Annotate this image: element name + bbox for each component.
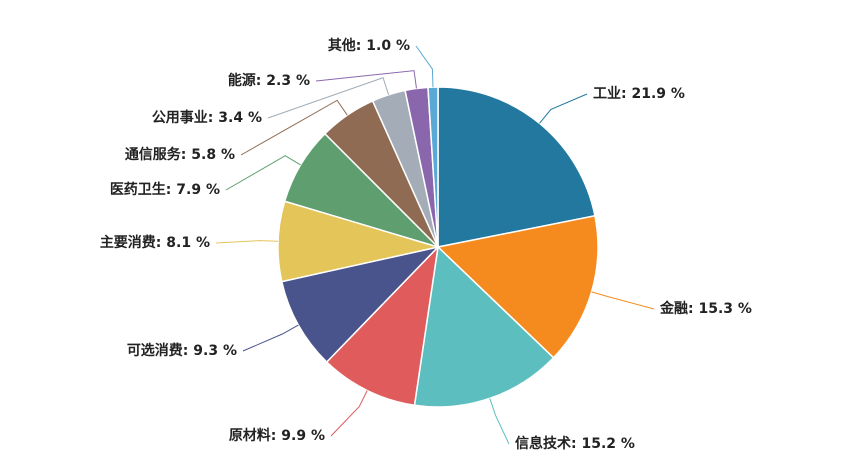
data-label: 医药卫生: 7.9 % xyxy=(110,181,220,198)
data-label: 可选消费: 9.3 % xyxy=(127,342,237,359)
pie-slice xyxy=(437,86,596,248)
data-label: 金融: 15.3 % xyxy=(659,300,752,317)
leader-line xyxy=(415,45,434,88)
data-label: 能源: 2.3 % xyxy=(228,72,310,89)
leader-line xyxy=(539,93,588,124)
leader-line xyxy=(489,398,510,445)
leader-line xyxy=(215,240,279,244)
data-label: 通信服务: 5.8 % xyxy=(125,146,235,163)
data-label: 原材料: 9.9 % xyxy=(229,427,325,444)
leader-line xyxy=(267,77,390,119)
data-label: 主要消费: 8.1 % xyxy=(100,234,210,251)
pie-slice xyxy=(325,244,440,407)
pie-slice xyxy=(427,86,439,248)
leader-line xyxy=(242,324,299,352)
leader-line xyxy=(330,390,368,437)
data-label: 公用事业: 3.4 % xyxy=(152,109,262,126)
pie-slice xyxy=(413,245,555,408)
pie-slice xyxy=(436,214,599,359)
leader-line xyxy=(225,155,301,191)
data-label: 其他: 1.0 % xyxy=(328,37,410,54)
leader-line xyxy=(315,70,417,89)
leader-line xyxy=(591,291,655,310)
pie-slice xyxy=(280,245,441,364)
leader-line xyxy=(240,99,348,156)
data-label: 工业: 21.9 % xyxy=(593,86,685,102)
data-label: 信息技术: 15.2 % xyxy=(515,435,635,452)
